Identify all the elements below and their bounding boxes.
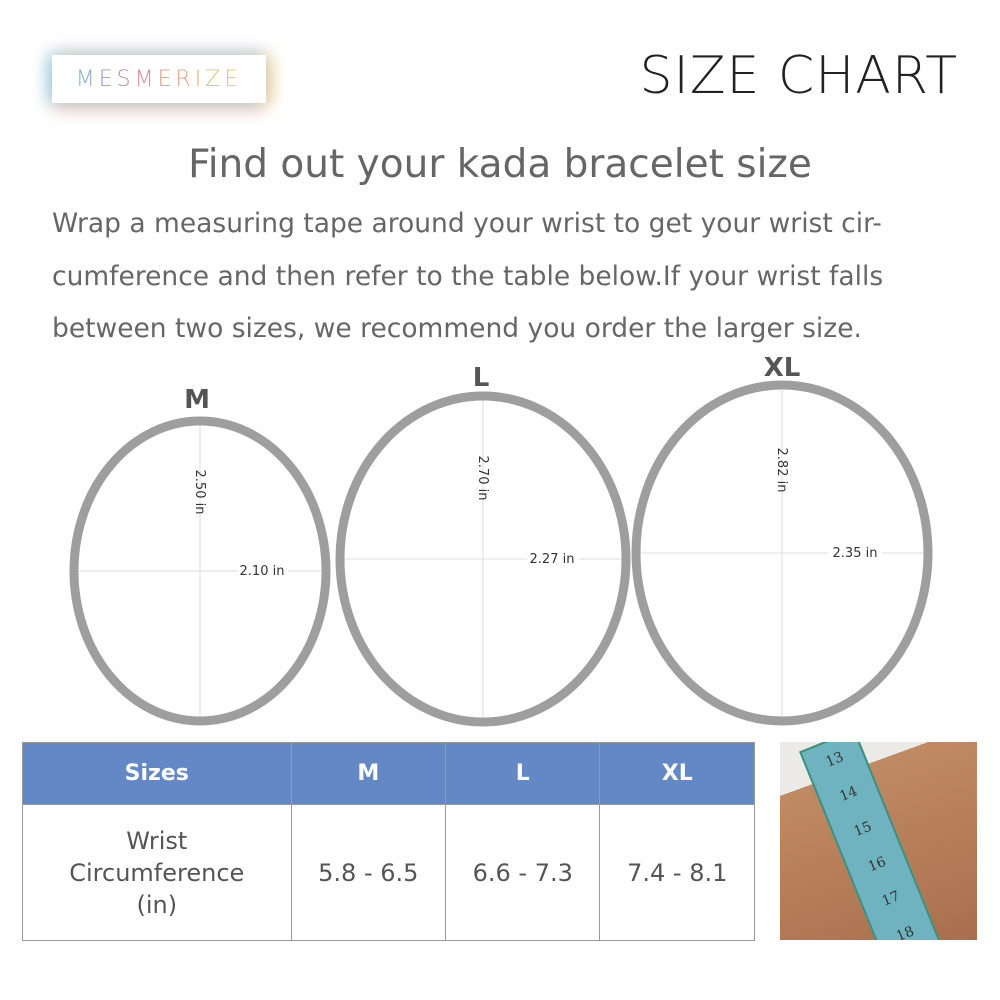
header-cell: Sizes bbox=[22, 742, 292, 805]
size-label: M bbox=[184, 385, 210, 415]
tape-number: 16 bbox=[865, 853, 889, 876]
bracelet-ring bbox=[631, 380, 933, 726]
tape-number: 13 bbox=[823, 748, 846, 771]
row-label: Wrist Circumference (in) bbox=[22, 804, 292, 941]
value-cell: 7.4 - 8.1 bbox=[599, 804, 755, 941]
value-cell: 5.8 - 6.5 bbox=[290, 804, 447, 941]
size-label: XL bbox=[764, 353, 801, 383]
tape-number: 15 bbox=[851, 818, 875, 841]
row-label-line: Circumference bbox=[69, 858, 245, 887]
tape-number: 17 bbox=[879, 888, 903, 911]
tape-number: 14 bbox=[837, 783, 861, 806]
bracelet-xl: XL 2.35 in 2.82 in bbox=[631, 353, 933, 726]
height-label: 2.70 in bbox=[475, 456, 490, 501]
size-table: Sizes M L XL Wrist Circumference (in) 5.… bbox=[22, 742, 755, 941]
width-label: 2.10 in bbox=[240, 564, 285, 579]
row-label-line: (in) bbox=[136, 890, 178, 919]
header-cell: M bbox=[290, 742, 447, 805]
width-label: 2.27 in bbox=[530, 552, 575, 567]
description: Wrap a measuring tape around your wrist … bbox=[52, 208, 884, 344]
wrist-measuring-photo: 13 14 15 16 17 18 bbox=[780, 742, 977, 940]
heading: Find out your kada bracelet size bbox=[188, 142, 812, 187]
row-label-line: Wrist bbox=[126, 826, 188, 855]
height-label: 2.82 in bbox=[774, 448, 789, 493]
table-row: Wrist Circumference (in) 5.8 - 6.5 6.6 -… bbox=[22, 804, 755, 941]
header-cell: XL bbox=[599, 742, 755, 805]
header-cell: L bbox=[445, 742, 601, 805]
bracelet-diagram: M 2.10 in 2.50 in L 2.27 in 2.70 in XL 2… bbox=[69, 353, 933, 727]
value-cell: 6.6 - 7.3 bbox=[445, 804, 601, 941]
table-header-row: Sizes M L XL bbox=[22, 742, 755, 805]
measuring-tape: 13 14 15 16 17 18 bbox=[799, 742, 941, 940]
brand-logo: MESMERIZE bbox=[52, 55, 266, 103]
width-label: 2.35 in bbox=[833, 546, 878, 561]
size-label: L bbox=[473, 363, 490, 393]
bracelet-ring bbox=[335, 391, 631, 727]
logo-text: MESMERIZE bbox=[75, 66, 243, 92]
bracelet-ring bbox=[69, 416, 331, 726]
height-label: 2.50 in bbox=[192, 470, 207, 515]
bracelet-l: L 2.27 in 2.70 in bbox=[335, 363, 631, 727]
page-title: SIZE CHART bbox=[639, 46, 958, 106]
bracelet-m: M 2.10 in 2.50 in bbox=[69, 385, 331, 726]
tape-number: 18 bbox=[893, 923, 917, 940]
